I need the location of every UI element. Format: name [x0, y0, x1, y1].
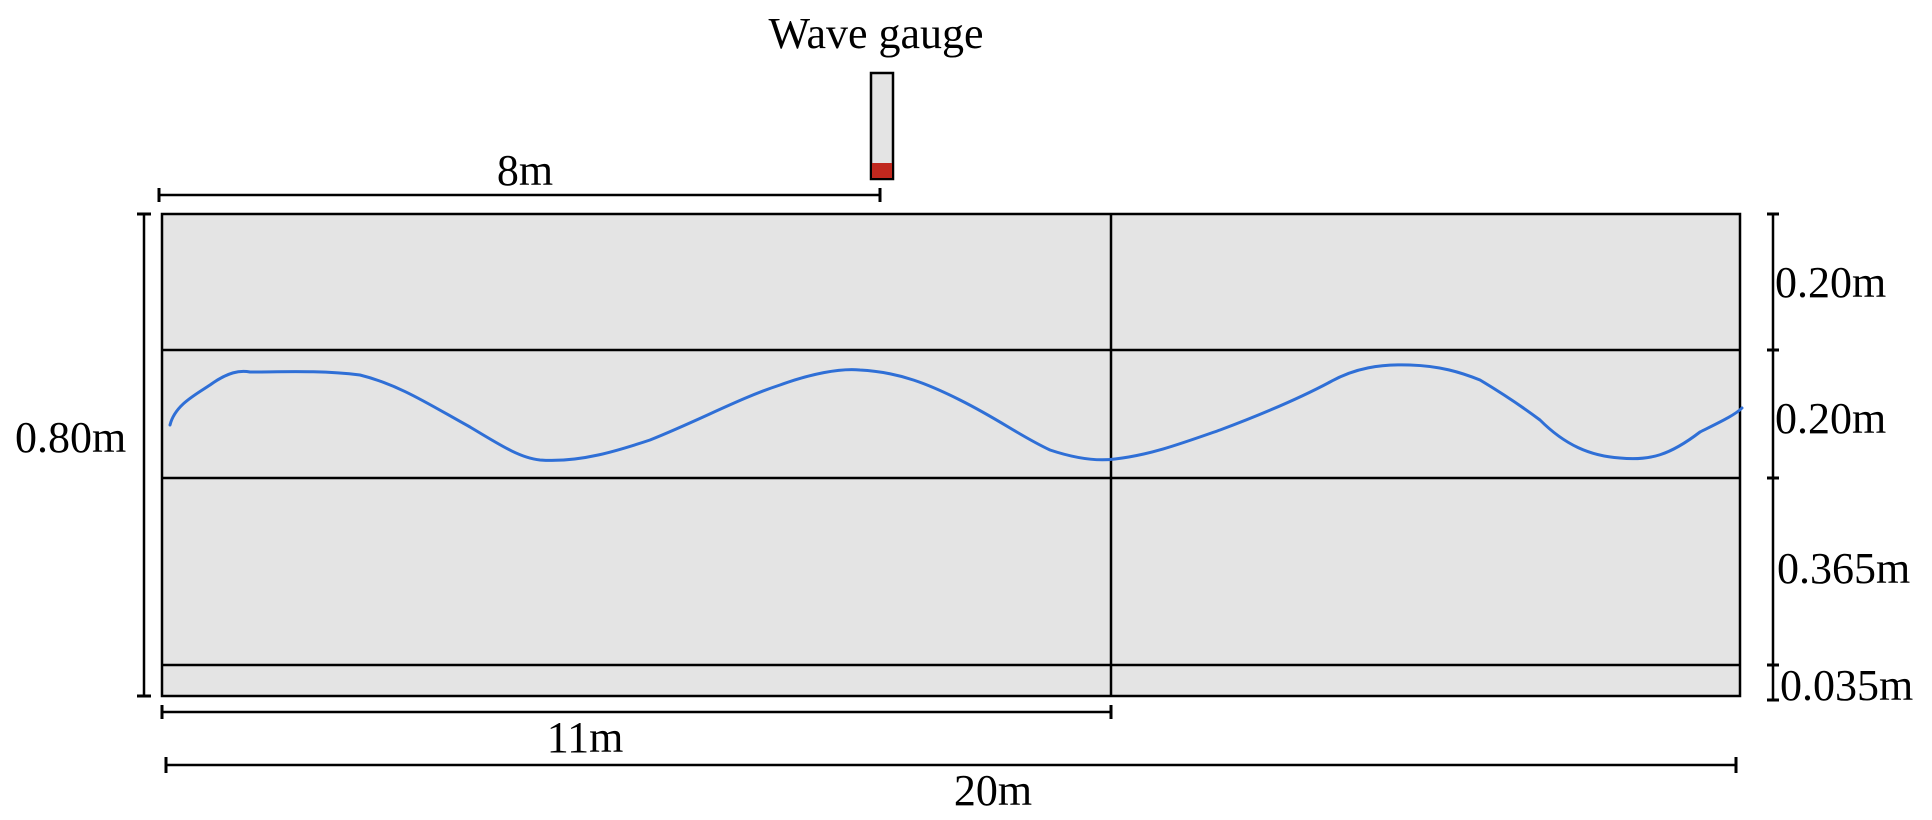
layer-2-label: 0.20m: [1775, 394, 1886, 443]
wave-profile: [168, 363, 1744, 462]
wave-gauge-label: Wave gauge: [768, 9, 983, 58]
layer-4-label: 0.035m: [1780, 661, 1913, 710]
dimension-11m-label: 11m: [547, 713, 624, 762]
dimension-20m-label: 20m: [954, 766, 1032, 815]
layer-3-label: 0.365m: [1777, 544, 1910, 593]
flume-tank: [160, 212, 1742, 698]
wave-gauge-body: [869, 71, 895, 181]
dimension-8m-label: 8m: [497, 146, 553, 195]
dimension-height-label: 0.80m: [15, 413, 126, 462]
layer-1-label: 0.20m: [1775, 258, 1886, 307]
wave-gauge-sensor-icon: [872, 163, 892, 178]
